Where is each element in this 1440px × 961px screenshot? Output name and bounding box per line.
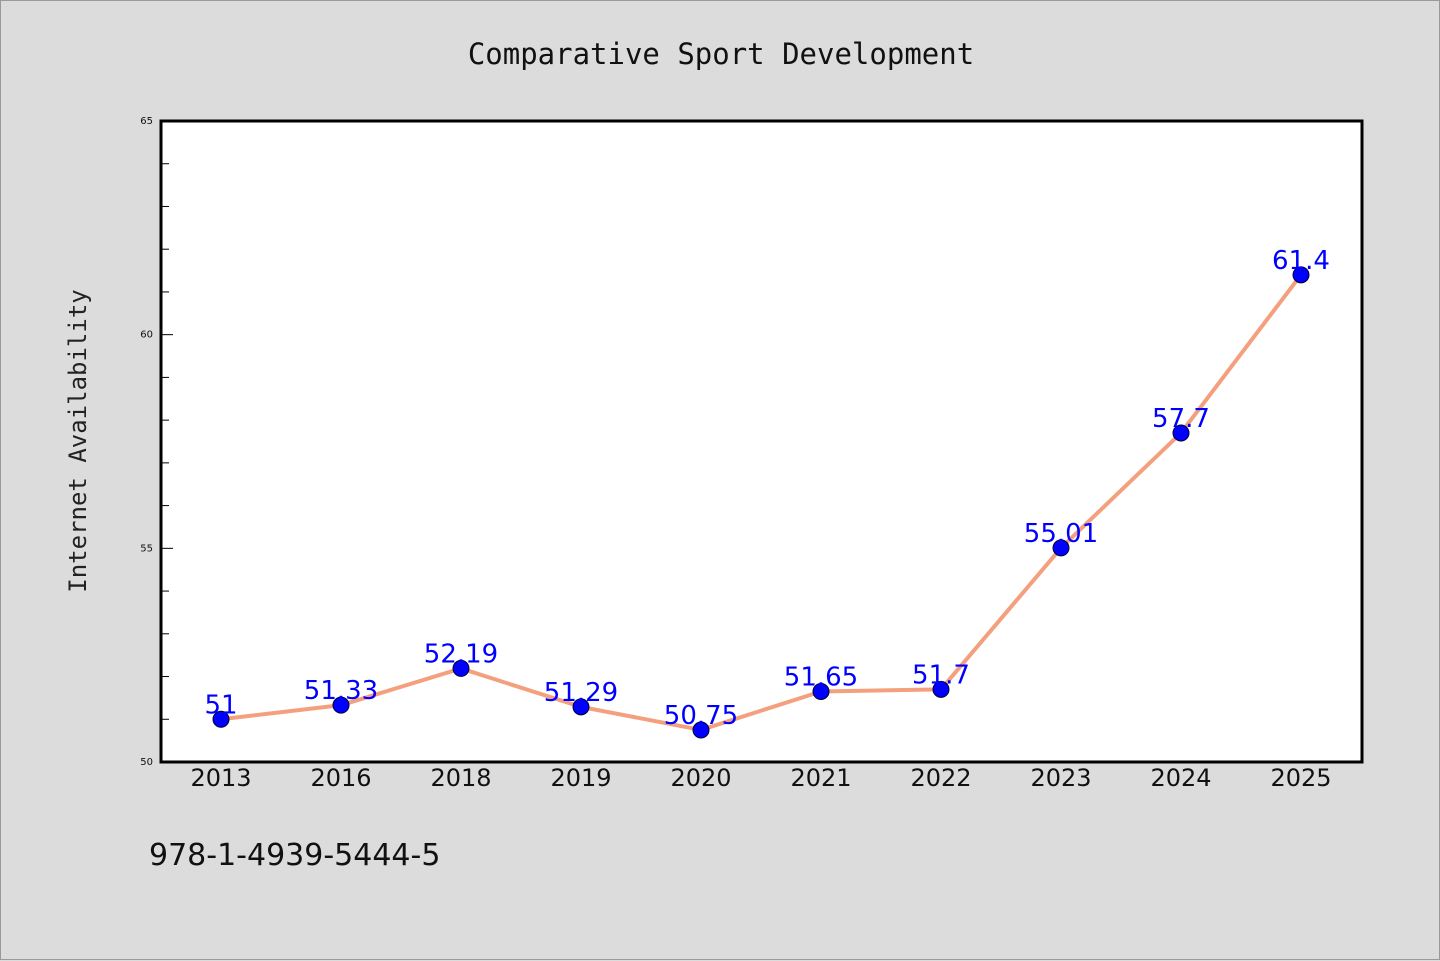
data-point-2024 [1172, 424, 1190, 442]
data-point-2025 [1292, 266, 1310, 284]
data-labels: 51 51.33 52.19 51.29 50.75 51.65 51.7 55.01 57.7… [204, 246, 1329, 731]
x-tick-label: 2020 [670, 764, 731, 792]
x-tick-label: 2022 [910, 764, 971, 792]
data-label-2019: 51.29 [544, 678, 618, 708]
data-label-2021: 51.65 [784, 662, 858, 692]
data-point-2013 [212, 710, 230, 728]
y-tick-label: 60 [140, 330, 153, 341]
x-tick-label: 2021 [790, 764, 851, 792]
x-tick-label: 2013 [190, 764, 251, 792]
x-tick-label: 2024 [1150, 764, 1211, 792]
x-tick-label: 2018 [430, 764, 491, 792]
y-tick-label: 65 [140, 116, 153, 127]
data-point-2016 [332, 696, 350, 714]
y-tick-label: 50 [140, 757, 153, 768]
data-label-2023: 55.01 [1024, 519, 1098, 549]
data-label-2013: 51 [204, 690, 237, 720]
y-axis-label: Internet Availability [64, 289, 92, 592]
data-point-2021 [812, 682, 830, 700]
data-label-2025: 61.4 [1272, 246, 1330, 276]
series-line-group [220, 273, 1303, 732]
x-axis-ticks: 2013 2016 2018 2019 2020 2021 2022 2023 2024 2025 [190, 764, 1331, 792]
series-markers [212, 266, 1310, 739]
data-point-2020 [692, 721, 710, 739]
plot-area [159, 119, 1364, 764]
data-label-2018: 52.19 [424, 639, 498, 669]
data-point-2018 [452, 659, 470, 677]
chart-title: Comparative Sport Development [468, 37, 974, 71]
data-point-2022 [932, 680, 950, 698]
y-tick-label: 55 [140, 543, 153, 554]
x-tick-label: 2023 [1030, 764, 1091, 792]
data-label-2024: 57.7 [1152, 404, 1210, 434]
data-point-2023 [1052, 539, 1070, 557]
isbn-label: 978-1-4939-5444-5 [149, 838, 440, 873]
series-line [220, 273, 1303, 732]
x-tick-label: 2016 [310, 764, 371, 792]
x-tick-label: 2025 [1270, 764, 1331, 792]
y-axis-ticks: 50 55 60 65 [140, 116, 173, 768]
x-tick-label: 2019 [550, 764, 611, 792]
data-label-2016: 51.33 [304, 676, 378, 706]
data-label-2022: 51.7 [912, 660, 970, 690]
data-point-2019 [572, 698, 590, 716]
data-label-2020: 50.75 [664, 701, 738, 731]
